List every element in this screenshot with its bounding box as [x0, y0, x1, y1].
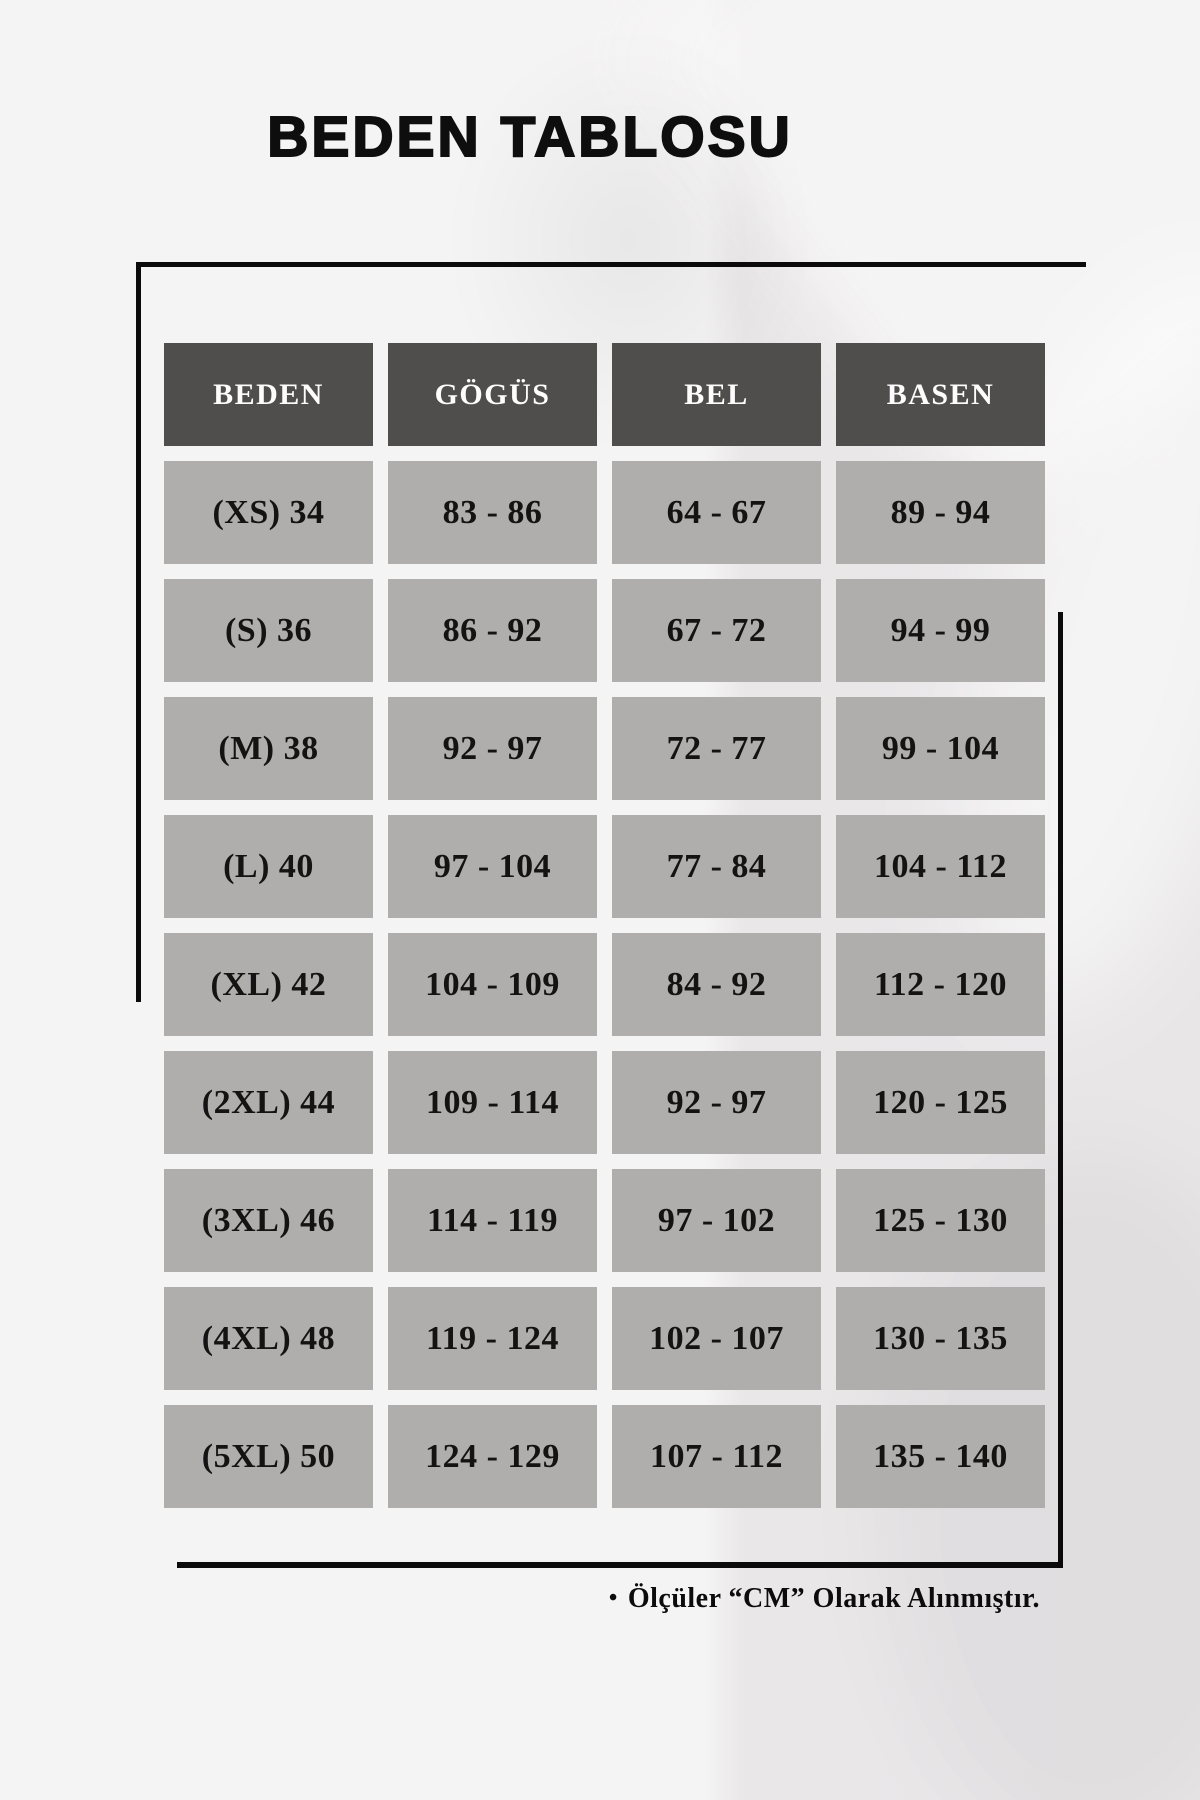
frame-line-bottom	[177, 1562, 1063, 1568]
measurement-cell: 89 - 94	[836, 461, 1045, 564]
column-header-gögüs: GÖGÜS	[388, 343, 597, 446]
size-label-cell: (XL) 42	[164, 933, 373, 1036]
measurement-cell: 97 - 104	[388, 815, 597, 918]
measurement-cell: 124 - 129	[388, 1405, 597, 1508]
size-label-cell: (2XL) 44	[164, 1051, 373, 1154]
measurement-cell: 77 - 84	[612, 815, 821, 918]
measurement-cell: 86 - 92	[388, 579, 597, 682]
measurement-cell: 97 - 102	[612, 1169, 821, 1272]
size-label-cell: (M) 38	[164, 697, 373, 800]
measurement-cell: 114 - 119	[388, 1169, 597, 1272]
measurement-cell: 83 - 86	[388, 461, 597, 564]
measurement-cell: 67 - 72	[612, 579, 821, 682]
footer-note-text: Ölçüler “CM” Olarak Alınmıştır.	[627, 1583, 1040, 1614]
measurement-cell: 94 - 99	[836, 579, 1045, 682]
measurement-cell: 84 - 92	[612, 933, 821, 1036]
size-label-cell: (4XL) 48	[164, 1287, 373, 1390]
measurement-cell: 104 - 109	[388, 933, 597, 1036]
size-label-cell: (3XL) 46	[164, 1169, 373, 1272]
size-label-cell: (L) 40	[164, 815, 373, 918]
bullet-icon: •	[608, 1585, 618, 1611]
measurement-cell: 102 - 107	[612, 1287, 821, 1390]
size-label-cell: (5XL) 50	[164, 1405, 373, 1508]
measurement-unit-note: • Ölçüler “CM” Olarak Alınmıştır.	[609, 1583, 1040, 1615]
page-title: BEDEN TABLOSU	[266, 104, 793, 170]
measurement-cell: 72 - 77	[612, 697, 821, 800]
measurement-cell: 112 - 120	[836, 933, 1045, 1036]
measurement-cell: 92 - 97	[612, 1051, 821, 1154]
size-table: BEDEN GÖGÜS BEL BASEN (XS) 34 83 - 86 64 - 67 8…	[164, 343, 1045, 1508]
frame-line-top	[136, 262, 1086, 267]
measurement-cell: 104 - 112	[836, 815, 1045, 918]
column-header-basen: BASEN	[836, 343, 1045, 446]
size-label-cell: (XS) 34	[164, 461, 373, 564]
measurement-cell: 107 - 112	[612, 1405, 821, 1508]
column-header-beden: BEDEN	[164, 343, 373, 446]
measurement-cell: 109 - 114	[388, 1051, 597, 1154]
frame-line-left	[136, 262, 141, 1002]
measurement-cell: 130 - 135	[836, 1287, 1045, 1390]
measurement-cell: 64 - 67	[612, 461, 821, 564]
measurement-cell: 99 - 104	[836, 697, 1045, 800]
measurement-cell: 135 - 140	[836, 1405, 1045, 1508]
measurement-cell: 119 - 124	[388, 1287, 597, 1390]
measurement-cell: 92 - 97	[388, 697, 597, 800]
frame-line-right	[1058, 612, 1063, 1568]
column-header-bel: BEL	[612, 343, 821, 446]
size-label-cell: (S) 36	[164, 579, 373, 682]
measurement-cell: 120 - 125	[836, 1051, 1045, 1154]
measurement-cell: 125 - 130	[836, 1169, 1045, 1272]
